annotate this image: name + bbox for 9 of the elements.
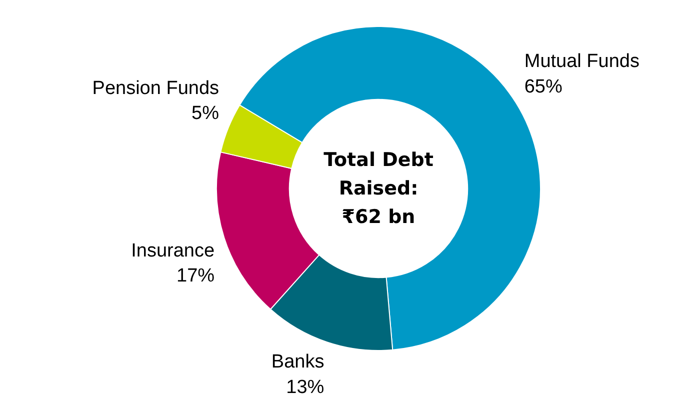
slice-label: Banks <box>271 352 324 373</box>
data-label: 65% <box>524 76 562 98</box>
data-label: 5% <box>192 103 220 124</box>
slice-label: Insurance <box>131 240 215 262</box>
text: Total Debt Raised: ₹62 bn <box>324 148 434 228</box>
slice-label: Mutual Funds <box>524 51 640 72</box>
data-label: 13% <box>286 376 324 398</box>
data-label: 17% <box>176 266 215 287</box>
slice-label: Pension Funds <box>92 78 220 99</box>
